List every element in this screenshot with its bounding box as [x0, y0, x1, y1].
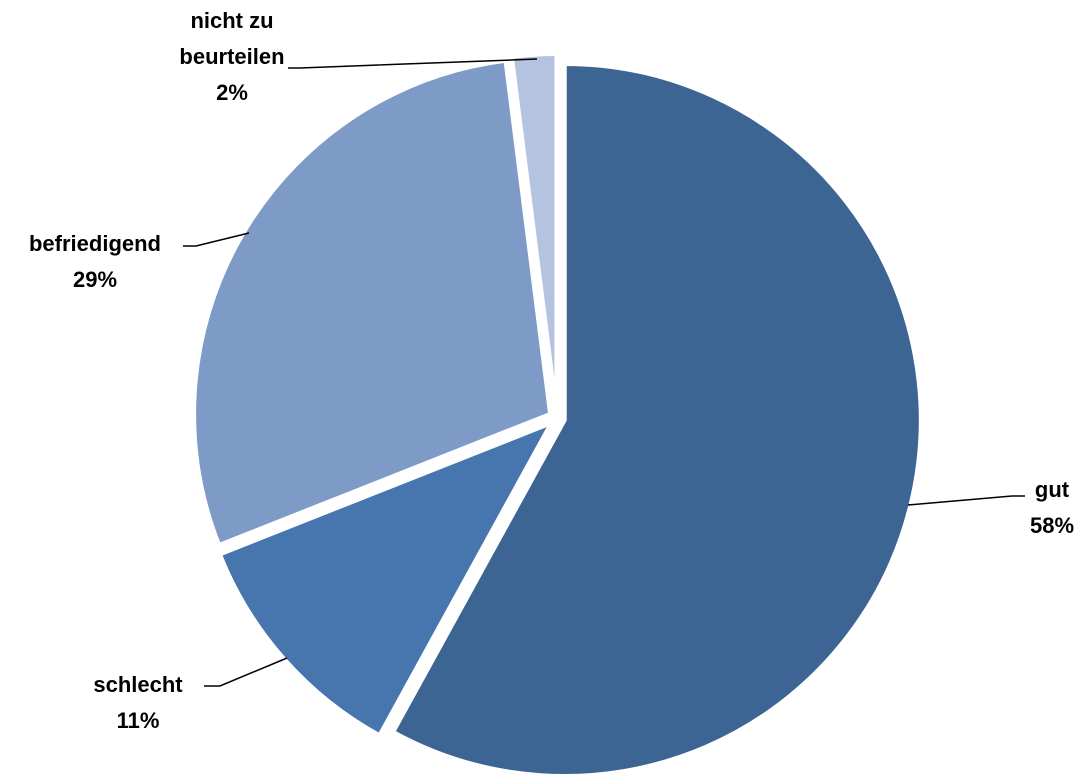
data-label-nicht-zu-beurteilen: nicht zu beurteilen 2% — [179, 8, 284, 105]
data-label-schlecht: schlecht 11% — [93, 672, 183, 733]
data-label-gut: gut 58% — [1030, 477, 1074, 538]
data-label-percent: 11% — [117, 708, 160, 733]
pie-slice-befriedigend — [192, 58, 553, 547]
leader-line-schlecht — [204, 657, 288, 687]
data-label-category: befriedigend — [29, 231, 161, 256]
data-label-percent: 2% — [216, 80, 248, 105]
pie-slice-nicht-zu-beurteilen — [509, 52, 559, 413]
data-labels: gut 58% schlecht 11% befriedigend 29% nicht zu… — [29, 8, 1074, 733]
pie-slices — [192, 52, 923, 776]
leader-line-befriedigend — [183, 232, 250, 247]
data-label-percent: 29% — [73, 267, 117, 292]
data-label-category: beurteilen — [179, 44, 284, 69]
data-label-befriedigend: befriedigend 29% — [29, 231, 161, 292]
data-label-percent: 58% — [1030, 513, 1074, 538]
data-label-category: schlecht — [93, 672, 183, 697]
data-label-category: gut — [1035, 477, 1070, 502]
leader-lines — [183, 58, 1025, 687]
data-label-category: nicht zu — [190, 8, 273, 33]
leader-line-nicht-zu-beurteilen — [288, 58, 538, 69]
leader-line-gut — [907, 495, 1025, 506]
